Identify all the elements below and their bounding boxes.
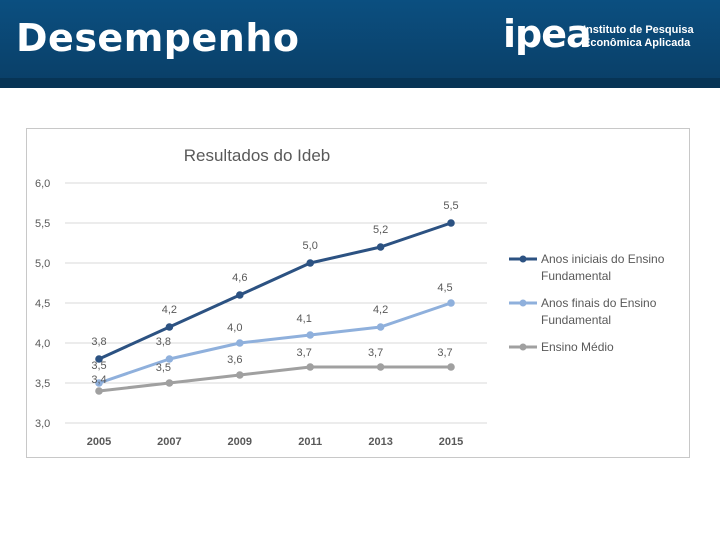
data-point xyxy=(447,299,455,307)
data-label: 3,6 xyxy=(227,354,242,366)
x-tick-label: 2013 xyxy=(368,436,392,448)
data-label: 4,0 xyxy=(227,322,242,334)
data-point xyxy=(376,323,385,331)
data-label: 3,8 xyxy=(156,336,171,348)
x-tick-label: 2007 xyxy=(157,436,181,448)
data-point xyxy=(447,219,455,227)
data-label: 3,7 xyxy=(437,347,452,359)
logo-subtitle: Instituto de Pesquisa Econômica Aplicada xyxy=(583,24,694,50)
data-label: 3,4 xyxy=(91,374,106,386)
data-label: 3,8 xyxy=(91,336,106,348)
y-tick-label: 5,0 xyxy=(35,258,50,270)
series-line xyxy=(98,221,452,361)
data-point xyxy=(95,379,103,387)
data-point xyxy=(236,291,244,299)
header-bar: Desempenho ipea Instituto de Pesquisa Ec… xyxy=(0,0,720,88)
data-point xyxy=(95,387,103,395)
data-label: 3,7 xyxy=(297,347,312,359)
data-label: 3,5 xyxy=(91,360,106,372)
data-point xyxy=(306,331,315,339)
data-point xyxy=(306,259,315,267)
series-line xyxy=(98,301,452,385)
data-label: 5,0 xyxy=(303,240,318,252)
x-tick-label: 2011 xyxy=(298,436,322,448)
y-tick-label: 4,0 xyxy=(35,338,50,350)
data-point xyxy=(306,363,315,371)
data-point xyxy=(236,371,244,379)
legend-label: Fundamental xyxy=(541,313,611,327)
data-point xyxy=(165,323,174,331)
x-tick-label: 2009 xyxy=(228,436,252,448)
data-point xyxy=(376,243,385,251)
legend-label: Anos finais do Ensino xyxy=(541,296,657,310)
x-tick-label: 2005 xyxy=(87,436,111,448)
x-tick-label: 2015 xyxy=(439,436,463,448)
legend-label: Ensino Médio xyxy=(541,340,614,354)
data-point xyxy=(447,363,455,371)
chart-container: Resultados do Ideb 6,0 5,5 5,0 4,5 4,0 3,5 3,0… xyxy=(26,128,690,458)
logo-subtitle-line2: Econômica Aplicada xyxy=(583,37,691,49)
data-label: 5,5 xyxy=(443,200,458,212)
data-label: 4,2 xyxy=(373,304,388,316)
y-tick-label: 4,5 xyxy=(35,298,50,310)
page-title: Desempenho xyxy=(16,16,300,60)
ideb-line-chart: Resultados do Ideb 6,0 5,5 5,0 4,5 4,0 3,5 3,0… xyxy=(35,146,665,448)
chart-title: Resultados do Ideb xyxy=(184,146,331,165)
data-label: 4,5 xyxy=(437,282,452,294)
data-point xyxy=(165,379,174,387)
y-tick-label: 6,0 xyxy=(35,178,50,190)
logo-wordmark: ipea xyxy=(503,12,592,56)
data-label: 4,2 xyxy=(162,304,177,316)
legend-swatch-marker xyxy=(519,255,527,263)
data-label: 3,5 xyxy=(156,362,171,374)
data-point xyxy=(236,339,244,347)
data-point xyxy=(165,355,174,363)
legend-label: Fundamental xyxy=(541,269,611,283)
data-label: 5,2 xyxy=(373,224,388,236)
logo-subtitle-line1: Instituto de Pesquisa xyxy=(583,24,694,36)
header-divider xyxy=(0,78,720,88)
y-tick-label: 3,5 xyxy=(35,378,50,390)
data-point xyxy=(95,355,103,363)
legend-label: Anos iniciais do Ensino xyxy=(541,252,665,266)
legend-swatch-marker xyxy=(519,343,527,351)
data-label: 4,6 xyxy=(232,272,247,284)
y-tick-label: 3,0 xyxy=(35,418,50,430)
legend-swatch-marker xyxy=(519,299,527,307)
y-tick-label: 5,5 xyxy=(35,218,50,230)
data-label: 4,1 xyxy=(297,313,312,325)
data-label: 3,7 xyxy=(368,347,383,359)
series-line xyxy=(98,365,451,393)
data-point xyxy=(376,363,385,371)
